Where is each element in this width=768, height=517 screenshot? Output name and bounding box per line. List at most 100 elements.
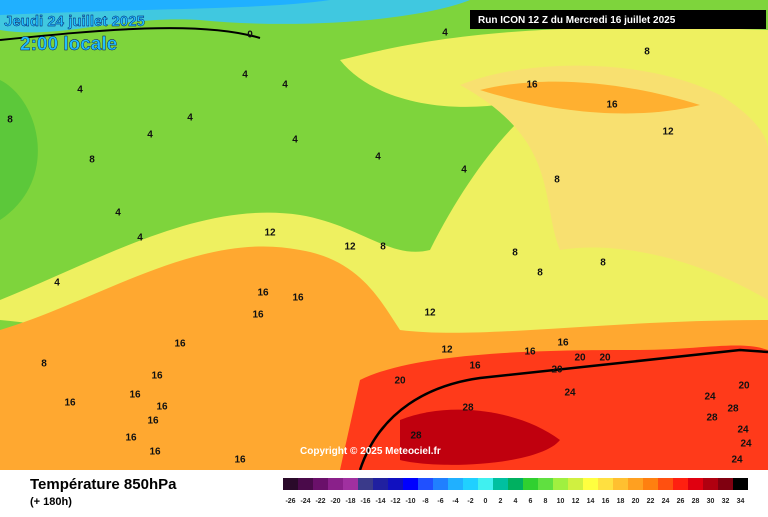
legend-swatch: [643, 478, 658, 490]
legend-tick-label: 26: [677, 498, 685, 505]
contour-label: 24: [731, 455, 743, 466]
legend-tick-label: 16: [602, 498, 610, 505]
contour-label: 16: [234, 455, 246, 466]
contour-label: 8: [554, 175, 560, 186]
legend-swatch: [433, 478, 448, 490]
legend-tick-label: 32: [722, 498, 730, 505]
contour-label: 28: [727, 404, 739, 415]
contour-label: 20: [738, 381, 750, 392]
legend-tick-label: -12: [390, 498, 400, 505]
legend-swatch: [688, 478, 703, 490]
contour-label: 8: [41, 359, 47, 370]
legend-tick-label: 6: [529, 498, 533, 505]
contour-label: 28: [462, 403, 474, 414]
contour-label: 16: [125, 433, 137, 444]
legend-tick-label: 34: [737, 498, 745, 505]
contour-label: 16: [174, 339, 186, 350]
legend-tick-label: 24: [662, 498, 670, 505]
contour-label: 12: [424, 308, 436, 319]
contour-label: 8: [600, 258, 606, 269]
contour-label: 8: [89, 155, 95, 166]
map-title: Température 850hPa: [30, 476, 177, 493]
legend-swatch: [613, 478, 628, 490]
contour-label: 20: [394, 376, 406, 387]
contour-label: 16: [252, 310, 264, 321]
contour-label: 4: [461, 165, 467, 176]
legend-tick-label: 18: [617, 498, 625, 505]
legend-swatch: [508, 478, 523, 490]
cool-area: [0, 80, 38, 220]
contour-labels: 0 4 8 4 4 4 4 4 4 4 8 8 16 16 12 8 4 4 4 12 12 8 8 8 12 4 16 16 16 8 1…: [7, 28, 752, 466]
contour-label: 16: [64, 398, 76, 409]
legend-swatch: [658, 478, 673, 490]
contour-label: 8: [7, 115, 13, 126]
contour-label: 8: [537, 268, 543, 279]
legend-swatch: [733, 478, 748, 490]
legend-swatch: [493, 478, 508, 490]
legend-swatch: [718, 478, 733, 490]
legend-tick-label: -22: [315, 498, 325, 505]
contour-label: 4: [242, 70, 248, 81]
legend-swatch: [373, 478, 388, 490]
contour-label: 16: [524, 347, 536, 358]
contour-label: 28: [706, 413, 718, 424]
legend-tick-label: 10: [557, 498, 565, 505]
legend-tick-label: -4: [452, 498, 458, 505]
contour-label: 8: [644, 47, 650, 58]
legend-swatch: [478, 478, 493, 490]
copyright: Copyright © 2025 Meteociel.fr: [300, 446, 441, 457]
contour-label: 0: [247, 30, 253, 41]
contour-label: 12: [264, 228, 276, 239]
contour-label: 16: [557, 338, 569, 349]
contour-label: 12: [441, 345, 453, 356]
legend-tick-label: 20: [632, 498, 640, 505]
contour-label: 4: [282, 80, 288, 91]
isotherm-zero: [0, 27, 261, 41]
contour-label: 4: [137, 233, 143, 244]
contour-label: 20: [574, 353, 586, 364]
legend-swatch: [313, 478, 328, 490]
contour-label: 16: [257, 288, 269, 299]
legend-swatch: [388, 478, 403, 490]
extreme-hot-area: [400, 409, 560, 465]
legend-swatch: [283, 478, 298, 490]
legend-tick-label: -6: [437, 498, 443, 505]
legend-swatch: [568, 478, 583, 490]
run-info: Run ICON 12 Z du Mercredi 16 juillet 202…: [478, 15, 676, 26]
coastline: [358, 348, 768, 471]
color-legend: -26 -24 -22 -20 -18 -16 -14 -12 -10 -8 -6 -4 -2 0 2 4 6 8…: [283, 478, 748, 505]
contour-label: 24: [740, 439, 752, 450]
legend-swatch: [418, 478, 433, 490]
forecast-time: 2:00 locale: [20, 34, 117, 55]
contour-label: 16: [526, 80, 538, 91]
contour-label: 20: [599, 353, 611, 364]
legend-swatch: [343, 478, 358, 490]
legend-tick-label: 2: [499, 498, 503, 505]
contour-label: 16: [606, 100, 618, 111]
legend-tick-label: -18: [345, 498, 355, 505]
footer-band: [0, 470, 768, 512]
contour-label: 4: [442, 28, 448, 39]
contour-label: 4: [375, 152, 381, 163]
contour-label: 16: [147, 416, 159, 427]
legend-swatch: [703, 478, 718, 490]
legend-swatch: [463, 478, 478, 490]
legend-tick-label: 0: [484, 498, 488, 505]
legend-tick-label: -16: [360, 498, 370, 505]
legend-swatch: [298, 478, 313, 490]
map-subtitle: (+ 180h): [30, 496, 72, 508]
legend-tick-label: 14: [587, 498, 595, 505]
legend-swatch: [598, 478, 613, 490]
legend-tick-label: 28: [692, 498, 700, 505]
warm-core: [480, 81, 700, 114]
legend-tick-label: -24: [300, 498, 310, 505]
contour-label: 4: [77, 85, 83, 96]
legend-swatch: [328, 478, 343, 490]
legend-tick-label: 12: [572, 498, 580, 505]
contour-label: 4: [292, 135, 298, 146]
run-box: [470, 10, 766, 29]
legend-tick-label: 4: [514, 498, 518, 505]
legend-swatch: [403, 478, 418, 490]
warm-area: [460, 65, 768, 300]
